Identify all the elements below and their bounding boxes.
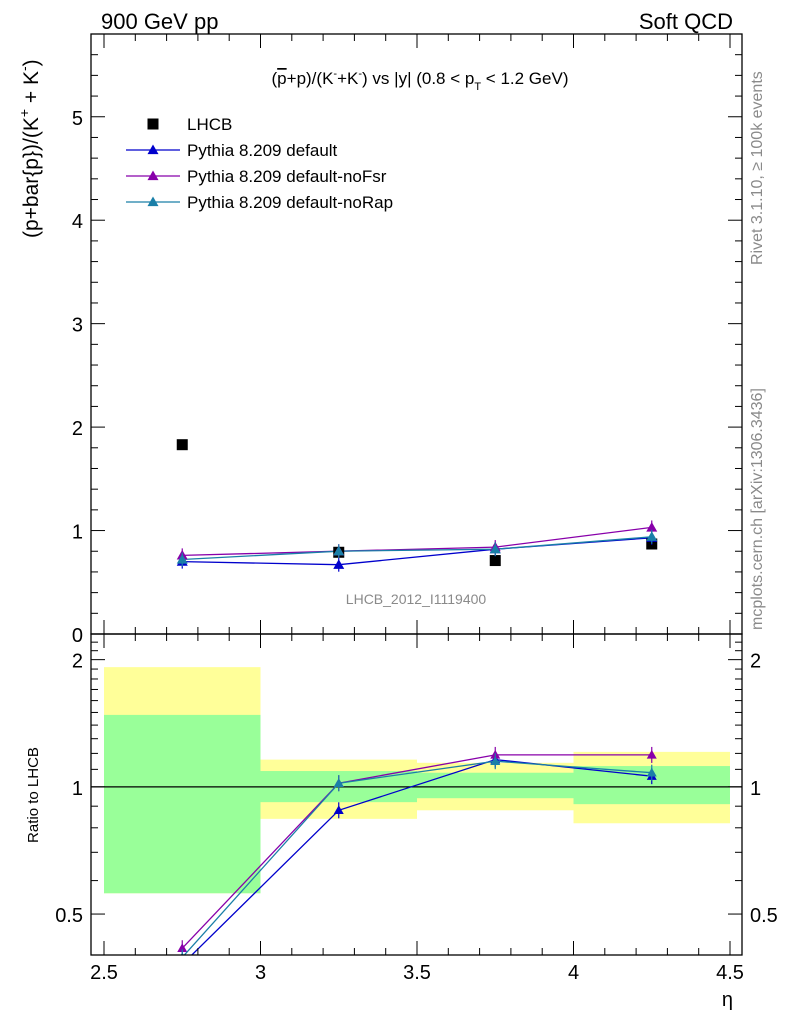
data-point-triangle bbox=[333, 559, 345, 569]
data-point-triangle bbox=[646, 521, 658, 532]
ratio-y-axis-label: Ratio to LHCB bbox=[25, 747, 42, 843]
ratio-y-tick-label-right: 1 bbox=[750, 778, 761, 800]
ratio-series-line-1 bbox=[181, 754, 652, 949]
main-y-tick-label: 5 bbox=[72, 108, 83, 130]
main-y-tick-label: 0 bbox=[72, 625, 83, 647]
ratio-data-point bbox=[490, 756, 501, 765]
main-title: (p+p)/(K-+K-) vs |y| (0.8 < pT < 1.2 GeV… bbox=[272, 68, 569, 93]
ratio-data-point bbox=[646, 767, 657, 777]
ratio-y-tick-label-left: 1 bbox=[72, 778, 83, 800]
ratio-series bbox=[177, 746, 657, 968]
legend-marker-triangle bbox=[147, 170, 159, 181]
analysis-watermark: LHCB_2012_I1119400 bbox=[346, 591, 487, 607]
main-y-tick-label: 2 bbox=[72, 418, 83, 440]
main-y-axis-label: (p+bar{p})/(K+ + K-) bbox=[16, 59, 43, 238]
rivet-label: Rivet 3.1.10, ≥ 100k events bbox=[749, 71, 766, 265]
x-tick-label: 3 bbox=[255, 962, 266, 984]
ratio-data-point bbox=[333, 805, 344, 815]
data-point-triangle bbox=[333, 545, 345, 556]
series-line-3 bbox=[182, 536, 652, 561]
legend-marker-lhcb bbox=[147, 118, 159, 130]
data-point-triangle bbox=[176, 554, 188, 564]
ratio-y-tick-label-right: 2 bbox=[750, 651, 761, 673]
ratio-data-point bbox=[333, 778, 344, 787]
data-point-triangle bbox=[489, 543, 501, 554]
ratio-frame: 0.5 0.5 1 1 2 2 2.5 3 3.5 4 4.5 bbox=[55, 633, 778, 984]
ratio-series-line-0 bbox=[190, 758, 652, 955]
ratio-plot bbox=[91, 667, 742, 968]
legend: LHCB Pythia 8.209 default Pythia 8.209 def… bbox=[126, 115, 393, 212]
ratio-series-line-2 bbox=[183, 760, 652, 955]
data-point-lhcb bbox=[489, 555, 501, 567]
main-plot bbox=[176, 439, 658, 572]
main-y-tick-label: 4 bbox=[72, 211, 83, 233]
header-right: Soft QCD bbox=[639, 9, 733, 34]
x-tick-label: 3.5 bbox=[403, 962, 431, 984]
x-axis-label: η bbox=[722, 989, 733, 1011]
legend-marker-triangle bbox=[147, 144, 159, 155]
ratio-data-point bbox=[177, 943, 188, 952]
ratio-y-tick-label-right: 0.5 bbox=[750, 905, 778, 927]
legend-entry-label: Pythia 8.209 default-noRap bbox=[187, 193, 393, 212]
ratio-data-point bbox=[646, 749, 657, 759]
ratio-y-tick-label-left: 2 bbox=[72, 651, 83, 673]
x-tick-label: 4.5 bbox=[716, 962, 744, 984]
ratio-data-point bbox=[180, 952, 184, 955]
data-point-lhcb bbox=[176, 439, 188, 451]
x-tick-label: 2.5 bbox=[90, 962, 118, 984]
legend-entry-label: LHCB bbox=[187, 115, 232, 134]
legend-marker-triangle bbox=[147, 196, 159, 207]
mcplots-label: mcplots.cern.ch [arXiv:1306.3436] bbox=[749, 388, 766, 630]
legend-entry-label: Pythia 8.209 default-noFsr bbox=[187, 167, 387, 186]
data-point-triangle bbox=[646, 531, 658, 541]
ratio-data-point bbox=[177, 959, 187, 968]
green-band bbox=[417, 772, 574, 799]
series-line-2 bbox=[182, 526, 652, 557]
header-left: 900 GeV pp bbox=[101, 9, 218, 34]
main-y-tick-label: 3 bbox=[72, 315, 83, 337]
pbar-symbol: p bbox=[277, 69, 286, 88]
x-tick-label: 4 bbox=[568, 962, 579, 984]
main-y-tick-label: 1 bbox=[72, 522, 83, 544]
main-frame: 0 1 2 3 4 5 bbox=[72, 33, 743, 647]
legend-entry-label: Pythia 8.209 default bbox=[187, 141, 338, 160]
green-band bbox=[104, 714, 261, 894]
ratio-y-tick-label-left: 0.5 bbox=[55, 905, 83, 927]
